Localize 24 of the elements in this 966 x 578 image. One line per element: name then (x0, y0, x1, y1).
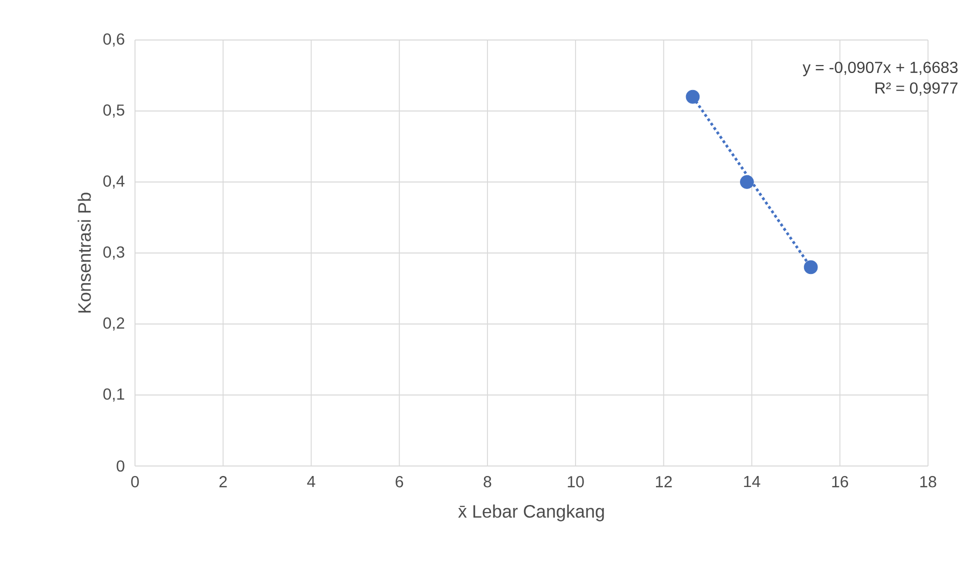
point (740, 175, 754, 189)
y-tick-label: 0,6 (103, 33, 124, 47)
y-tick-label: 0,3 (103, 246, 124, 260)
x-tick-label: 18 (920, 476, 936, 488)
x-tick-label: 16 (832, 476, 848, 488)
y-tick-label: 0,2 (103, 317, 124, 331)
x-tick-label: 14 (744, 476, 760, 488)
x-tick-label: 0 (131, 476, 139, 488)
annotation: R² = 0,9977 (876, 82, 958, 96)
point (686, 90, 700, 104)
x-tick-label: 4 (307, 476, 316, 488)
y-tick-label: 0,5 (103, 104, 124, 118)
x-tick-label: 6 (396, 476, 404, 488)
x-tick-label: 12 (656, 476, 672, 488)
x-axis-title: x̄ Lebar Cangkang (458, 504, 604, 522)
y-tick-label: 0,1 (103, 388, 124, 402)
annotation: y = -0,0907x + 1,6683 (802, 62, 958, 76)
x-tick-label: 8 (484, 476, 492, 488)
y-tick-label: 0 (116, 460, 124, 472)
x-tick-label: 10 (568, 476, 584, 488)
x-tick-label: 2 (219, 476, 227, 488)
point (804, 260, 818, 274)
y-tick-label: 0,4 (103, 175, 124, 189)
y-axis-title: Konsentrasi Pb (78, 192, 91, 313)
